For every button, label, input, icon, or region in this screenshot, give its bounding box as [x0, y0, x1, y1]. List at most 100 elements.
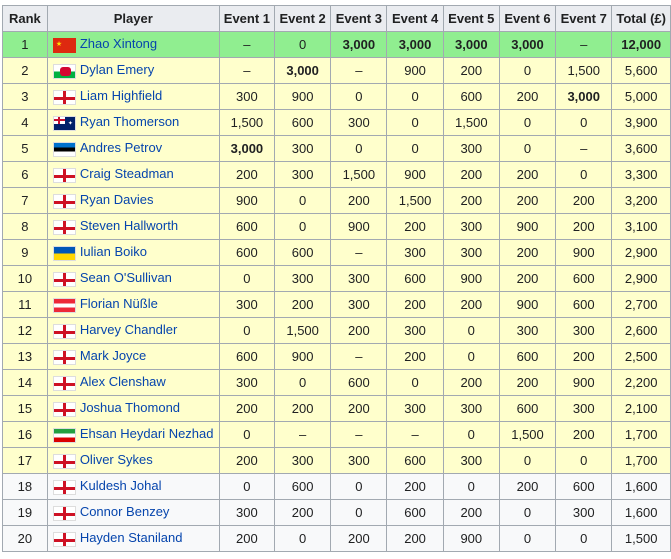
australia-flag-icon[interactable]: ✦: [52, 115, 76, 131]
event-3-cell: 3,000: [330, 31, 388, 58]
player-link[interactable]: Ryan Thomerson: [79, 114, 180, 130]
event-5-cell: 300: [442, 213, 500, 240]
event-5-cell: 300: [442, 135, 500, 162]
event-4-cell: 200: [386, 213, 444, 240]
event-1-cell: 1,500: [218, 109, 276, 136]
england-flag-icon[interactable]: [52, 219, 76, 235]
england-flag-icon[interactable]: [52, 167, 76, 183]
event-1-cell: 0: [218, 421, 276, 448]
event-1-cell: 600: [218, 213, 276, 240]
event-6-cell: 200: [498, 473, 557, 500]
event-6-cell: 3,000: [498, 31, 557, 58]
player-link[interactable]: Harvey Chandler: [79, 322, 178, 338]
event-5-cell: 1,500: [442, 109, 500, 136]
event-5-cell: 900: [442, 525, 500, 552]
player-link[interactable]: Hayden Staniland: [79, 530, 183, 546]
event-7-cell: 0: [555, 109, 613, 136]
event-7-cell: 0: [555, 447, 613, 474]
event-7-cell: –: [555, 135, 613, 162]
player-link[interactable]: Craig Steadman: [79, 166, 174, 182]
austria-flag-icon[interactable]: [52, 297, 76, 313]
rank-cell: 14: [2, 369, 48, 396]
event-3-cell: 1,500: [330, 161, 388, 188]
england-flag-icon[interactable]: [52, 453, 76, 469]
england-flag-icon[interactable]: [52, 531, 76, 547]
player-link[interactable]: Dylan Emery: [79, 62, 155, 78]
player-link[interactable]: Andres Petrov: [79, 140, 163, 156]
player-link[interactable]: Joshua Thomond: [79, 400, 181, 416]
event-7-cell: 3,000: [555, 83, 613, 110]
england-flag-icon[interactable]: [52, 89, 76, 105]
england-flag-icon[interactable]: [52, 401, 76, 417]
england-flag-icon[interactable]: [52, 323, 76, 339]
column-header: Event 1: [218, 5, 276, 32]
england-flag-icon[interactable]: [52, 271, 76, 287]
event-2-cell: 0: [274, 213, 332, 240]
england-flag-icon[interactable]: [52, 349, 76, 365]
event-7-cell: –: [555, 31, 613, 58]
event-7-cell: 1,500: [555, 57, 613, 84]
event-5-cell: 300: [442, 239, 500, 266]
event-4-cell: 600: [386, 447, 444, 474]
rank-cell: 7: [2, 187, 48, 214]
event-3-cell: 0: [330, 135, 388, 162]
wales-flag-icon[interactable]: [52, 63, 76, 79]
event-5-cell: 200: [442, 57, 500, 84]
event-5-cell: 300: [442, 395, 500, 422]
estonia-flag-icon[interactable]: [52, 141, 76, 157]
player-link[interactable]: Sean O'Sullivan: [79, 270, 172, 286]
table-row: 12 Harvey Chandler 0 1,500 200 300 0 300 300 2,60…: [2, 317, 671, 344]
table-row: 8 Steven Hallworth 600 0 900 200 300 900 200 3,10…: [2, 213, 671, 240]
player-link[interactable]: Florian Nüßle: [79, 296, 158, 312]
event-6-cell: 900: [498, 213, 557, 240]
player-link[interactable]: Kuldesh Johal: [79, 478, 162, 494]
event-7-cell: 0: [555, 161, 613, 188]
event-3-cell: 0: [330, 83, 388, 110]
rank-cell: 10: [2, 265, 48, 292]
player-cell: Ehsan Heydari Nezhad: [46, 421, 220, 448]
total-cell: 3,900: [611, 109, 671, 136]
event-4-cell: 300: [386, 317, 444, 344]
event-7-cell: 200: [555, 421, 613, 448]
event-7-cell: 300: [555, 317, 613, 344]
player-link[interactable]: Alex Clenshaw: [79, 374, 166, 390]
table-row: 3 Liam Highfield 300 900 0 0 600 200 3,000 5,000: [2, 83, 671, 110]
event-7-cell: 300: [555, 499, 613, 526]
total-cell: 1,600: [611, 499, 671, 526]
event-1-cell: 900: [218, 187, 276, 214]
event-6-cell: 200: [498, 239, 557, 266]
player-cell: Oliver Sykes: [46, 447, 220, 474]
player-link[interactable]: Liam Highfield: [79, 88, 163, 104]
player-link[interactable]: Iulian Boiko: [79, 244, 148, 260]
england-flag-icon[interactable]: [52, 193, 76, 209]
england-flag-icon[interactable]: [52, 505, 76, 521]
event-2-cell: 900: [274, 83, 332, 110]
table-row: 11 Florian Nüßle 300 200 300 200 200 900 600 2,70…: [2, 291, 671, 318]
event-2-cell: 0: [274, 31, 332, 58]
china-flag-icon[interactable]: ★: [52, 37, 76, 53]
event-2-cell: 600: [274, 109, 332, 136]
table-row: 9 Iulian Boiko 600 600–300 300 200 900 2,900: [2, 239, 671, 266]
player-link[interactable]: Mark Joyce: [79, 348, 147, 364]
ukraine-flag-icon[interactable]: [52, 245, 76, 261]
event-2-cell: 0: [274, 369, 332, 396]
player-link[interactable]: Oliver Sykes: [79, 452, 153, 468]
player-link[interactable]: Connor Benzey: [79, 504, 170, 520]
player-link[interactable]: Ehsan Heydari Nezhad: [79, 426, 214, 442]
iran-flag-icon[interactable]: [52, 427, 76, 443]
event-6-cell: 200: [498, 187, 557, 214]
player-link[interactable]: Ryan Davies: [79, 192, 154, 208]
event-1-cell: –: [218, 31, 276, 58]
player-link[interactable]: Zhao Xintong: [79, 36, 158, 52]
england-flag-icon[interactable]: [52, 479, 76, 495]
event-6-cell: 300: [498, 317, 557, 344]
event-2-cell: 200: [274, 395, 332, 422]
player-link[interactable]: Steven Hallworth: [79, 218, 179, 234]
event-1-cell: 300: [218, 291, 276, 318]
england-flag-icon[interactable]: [52, 375, 76, 391]
player-cell: Iulian Boiko: [46, 239, 220, 266]
table-row: 15 Joshua Thomond 200 200 200 300 300 600 300 2,1…: [2, 395, 671, 422]
event-6-cell: 200: [498, 83, 557, 110]
event-5-cell: 200: [442, 187, 500, 214]
total-cell: 1,500: [611, 525, 671, 552]
